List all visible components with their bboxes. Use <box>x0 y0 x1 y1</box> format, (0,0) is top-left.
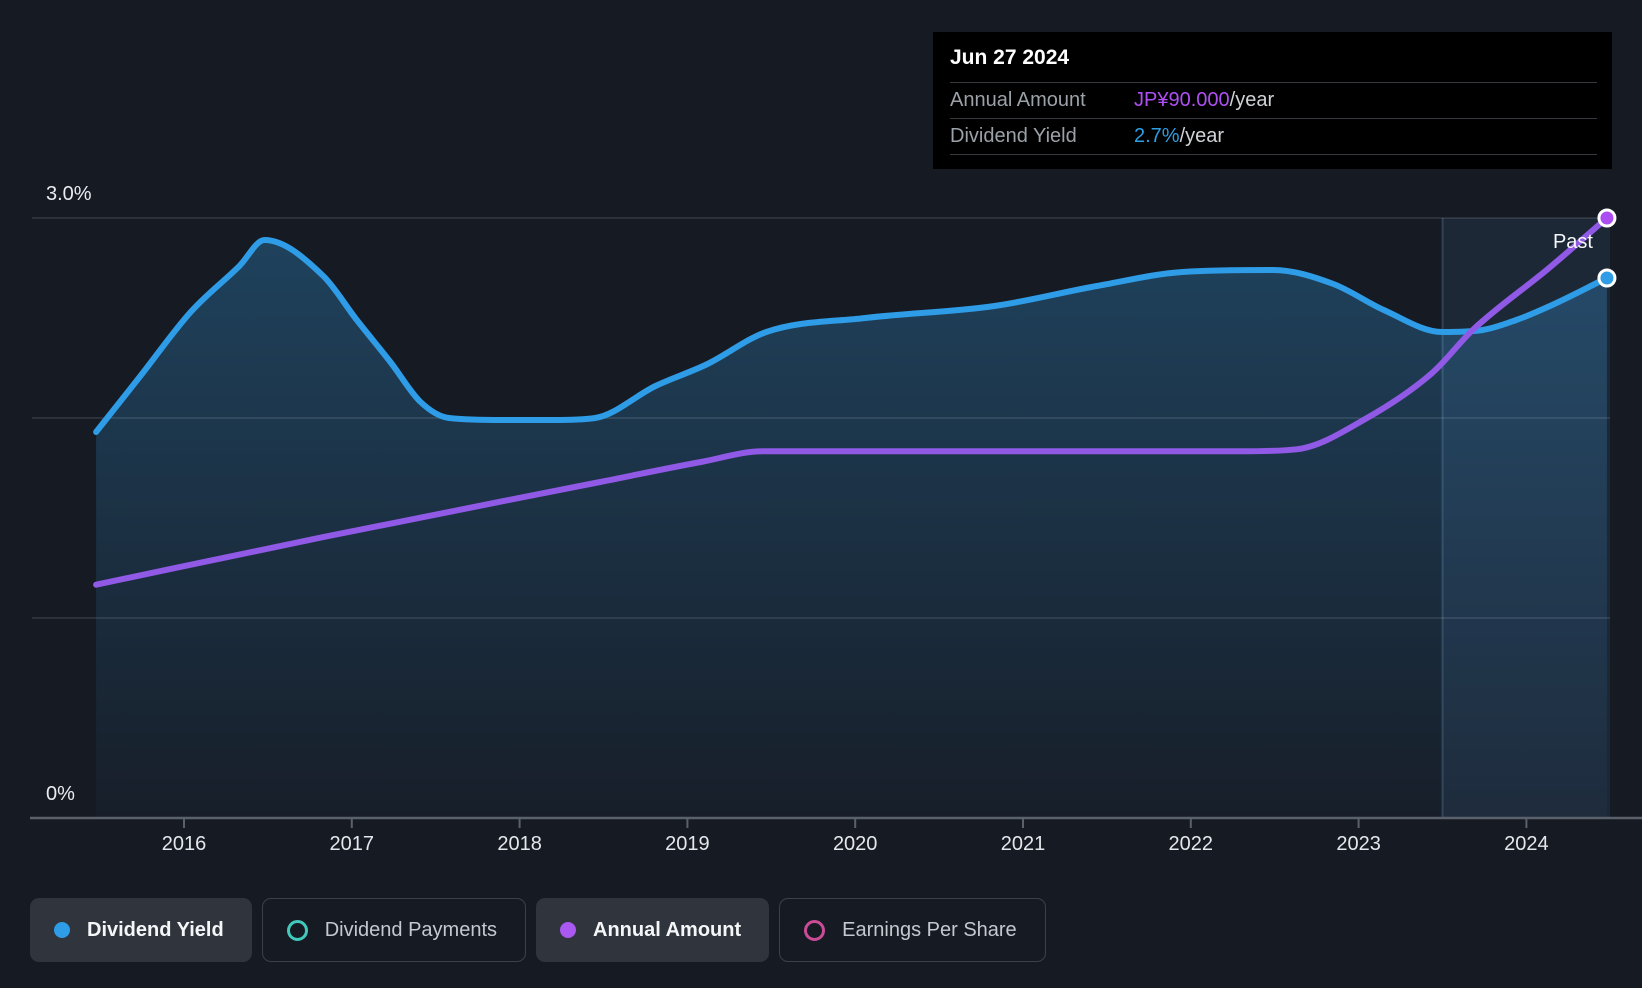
past-region-label: Past <box>1552 231 1593 253</box>
tooltip-row-annual-amount: Annual Amount JP¥90.000/year <box>950 82 1597 118</box>
annual-amount-line <box>93 215 1610 588</box>
past-region <box>1442 218 1610 818</box>
x-axis-label-2017: 2017 <box>329 833 375 855</box>
legend-label: Dividend Payments <box>324 918 498 941</box>
x-axis-label-2023: 2023 <box>1336 833 1381 855</box>
x-axis-label-2022: 2022 <box>1168 833 1214 855</box>
x-axis-label-2018: 2018 <box>497 833 542 855</box>
x-axis-label-2024: 2024 <box>1504 833 1549 855</box>
legend: Dividend Yield Dividend Payments Annual Am… <box>30 898 1046 962</box>
dividend-yield-area <box>96 240 1607 818</box>
legend-label: Dividend Yield <box>87 918 224 941</box>
legend-button-dividend-yield[interactable]: Dividend Yield <box>30 898 252 962</box>
dividend-payments-dot-icon <box>286 919 308 941</box>
annual-amount-value: JP¥90.000/year <box>1134 89 1275 111</box>
legend-button-dividend-payments[interactable]: Dividend Payments <box>261 898 527 962</box>
dividend-yield-dot-icon <box>54 922 70 938</box>
legend-button-earnings-per-share[interactable]: Earnings Per Share <box>779 898 1046 962</box>
legend-label: Earnings Per Share <box>842 918 1017 941</box>
dividend-yield-value: 2.7%/year <box>1134 125 1225 147</box>
annual-amount-dot-icon <box>560 922 577 938</box>
tooltip-label: Annual Amount <box>950 89 1086 111</box>
earnings-per-share-dot-icon <box>804 919 826 941</box>
x-axis-label-2019: 2019 <box>665 833 710 855</box>
x-axis-label-2020: 2020 <box>832 833 878 855</box>
y-axis-label-3.0%: 3.0% <box>46 183 92 205</box>
annual-amount-end-marker[interactable] <box>1597 208 1617 228</box>
tooltip-label: Dividend Yield <box>950 125 1077 147</box>
tooltip: Jun 27 2024 Annual Amount JP¥90.000/year… <box>933 32 1612 169</box>
legend-label: Annual Amount <box>593 918 742 941</box>
tooltip-row-dividend-yield: Dividend Yield 2.7%/year <box>950 118 1597 155</box>
y-axis-label-0%: 0% <box>46 783 75 805</box>
tooltip-date: Jun 27 2024 <box>950 46 1070 69</box>
x-axis-label-2016: 2016 <box>161 833 207 855</box>
legend-button-annual-amount[interactable]: Annual Amount <box>536 898 770 962</box>
x-axis-label-2021: 2021 <box>1000 833 1046 855</box>
dividend-yield-end-marker[interactable] <box>1597 268 1617 288</box>
dividend-yield-line <box>93 237 1610 435</box>
